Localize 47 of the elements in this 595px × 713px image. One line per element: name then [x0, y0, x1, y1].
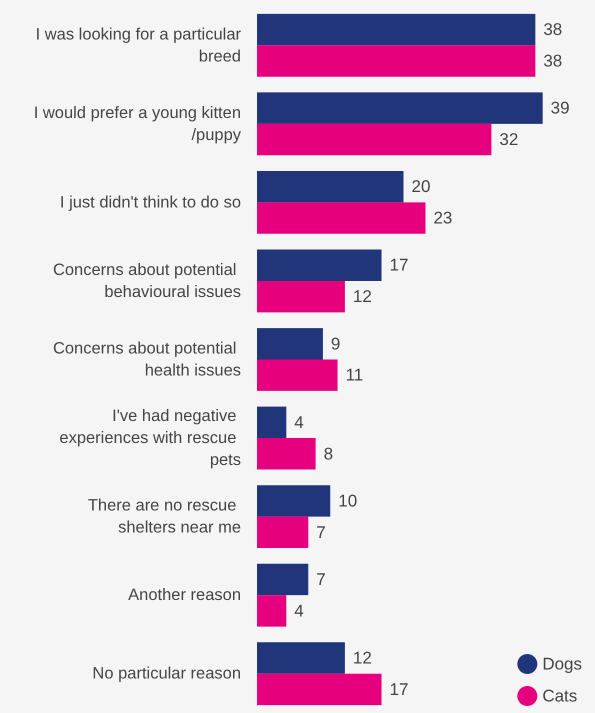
- data-label: 12: [352, 648, 372, 668]
- data-label: 7: [316, 570, 326, 589]
- y-tick-label: I've had negative experiences with rescue pets: [59, 407, 241, 470]
- bar: [257, 170, 404, 202]
- data-label: 38: [543, 20, 562, 40]
- data-label: 4: [294, 412, 304, 432]
- bar: [257, 45, 536, 77]
- y-tick-label: I just didn't think to do so: [60, 193, 241, 212]
- bar: [257, 202, 426, 234]
- data-label: 39: [550, 98, 570, 118]
- bar: [257, 360, 338, 391]
- bar: [257, 92, 543, 124]
- y-tick-label: I would prefer a young kitten/puppy: [34, 104, 242, 144]
- bar: [257, 564, 308, 596]
- y-tick-label: No particular reason: [92, 664, 241, 683]
- data-label: 4: [294, 601, 304, 620]
- data-label: 20: [412, 177, 430, 196]
- y-tick-label: Concerns about potential behavioural issues: [52, 260, 241, 301]
- legend-label: Dogs: [542, 654, 582, 674]
- y-tick-label: There are no rescue shelters near me: [88, 496, 241, 537]
- bar: [257, 485, 330, 517]
- legend-label: Cats: [542, 686, 578, 706]
- bar: [257, 516, 308, 548]
- data-label: 17: [390, 680, 408, 699]
- bar: [257, 595, 286, 627]
- data-label: 10: [338, 491, 358, 510]
- bar: [257, 674, 382, 706]
- data-label: 23: [433, 208, 452, 228]
- bar: [257, 406, 286, 438]
- data-label: 32: [499, 130, 518, 150]
- bar: [257, 14, 536, 46]
- data-label: 8: [324, 444, 334, 464]
- y-tick-label: I was looking for a particular breed: [36, 25, 242, 66]
- data-label: 9: [330, 334, 340, 354]
- bar: [257, 250, 382, 281]
- y-tick-label: Concerns about potential health issues: [52, 340, 241, 380]
- data-label: 12: [352, 287, 372, 306]
- data-label: 17: [390, 256, 408, 275]
- data-label: 38: [543, 51, 562, 70]
- bar: [257, 328, 323, 360]
- bar: [257, 642, 345, 674]
- bar: [257, 124, 492, 156]
- data-label: 7: [316, 522, 326, 542]
- bar: [257, 280, 345, 312]
- bar: [257, 438, 316, 470]
- data-label: 11: [346, 366, 364, 385]
- y-tick-label: Another reason: [128, 586, 241, 604]
